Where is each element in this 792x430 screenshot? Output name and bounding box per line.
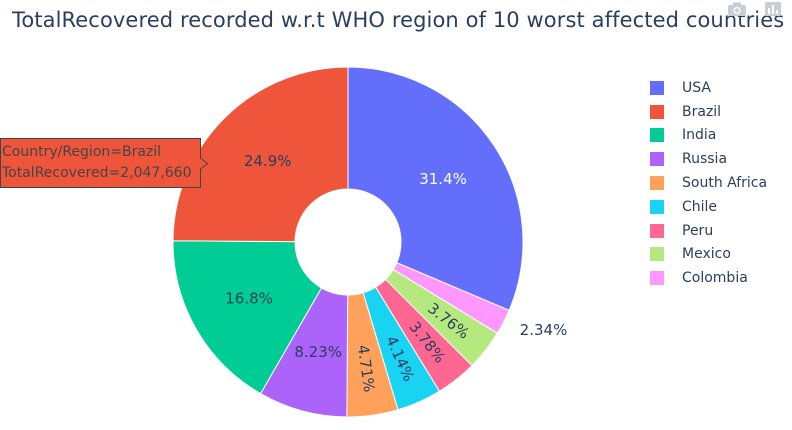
chart-title: TotalRecovered recorded w.r.t WHO region… [12,8,785,32]
tooltip-box [0,138,209,188]
slice-label-usa: 31.4% [419,170,467,188]
slice-usa[interactable] [347,66,524,311]
legend-item-chile[interactable]: Chile [650,195,767,219]
legend-label: South Africa [682,175,768,192]
legend-label: Russia [682,151,728,168]
legend-swatch [650,199,664,214]
slice-label-india: 16.8% [225,290,273,308]
legend-label: Brazil [682,103,722,120]
legend-item-peru[interactable]: Peru [650,219,767,243]
legend-swatch [650,223,664,238]
modebar [726,0,784,18]
legend-label: USA [682,79,711,96]
legend-item-russia[interactable]: Russia [650,147,767,171]
tooltip-line-1: Country/Region=Brazil [2,144,162,160]
legend-item-mexico[interactable]: Mexico [650,243,767,267]
legend-item-brazil[interactable]: Brazil [650,100,767,124]
slice-india[interactable] [172,240,323,395]
legend-label: Colombia [682,270,748,287]
slice-label-colombia: 2.34% [520,321,568,339]
legend-label: India [682,127,717,144]
legend-label: Chile [682,198,718,215]
legend-swatch [650,271,664,286]
legend-label: Peru [682,222,714,239]
slice-label-russia: 8.23% [294,343,342,361]
legend-swatch [650,247,664,262]
camera-icon[interactable] [726,0,748,18]
slice-label-brazil: 24.9% [244,152,292,170]
legend-label: Mexico [682,246,731,263]
legend-swatch [650,176,664,191]
legend-swatch [650,80,664,95]
tooltip-line-2: TotalRecovered=2,047,660 [2,165,192,181]
legend-item-usa[interactable]: USA [650,76,767,100]
legend: USA Brazil India Russia South Africa Chile Per… [650,76,767,290]
legend-swatch [650,104,664,119]
legend-swatch [650,128,664,143]
legend-item-colombia[interactable]: Colombia [650,266,767,290]
legend-swatch [650,152,664,167]
bar-chart-icon[interactable] [762,0,784,18]
legend-item-south-africa[interactable]: South Africa [650,171,767,195]
legend-item-india[interactable]: India [650,124,767,148]
